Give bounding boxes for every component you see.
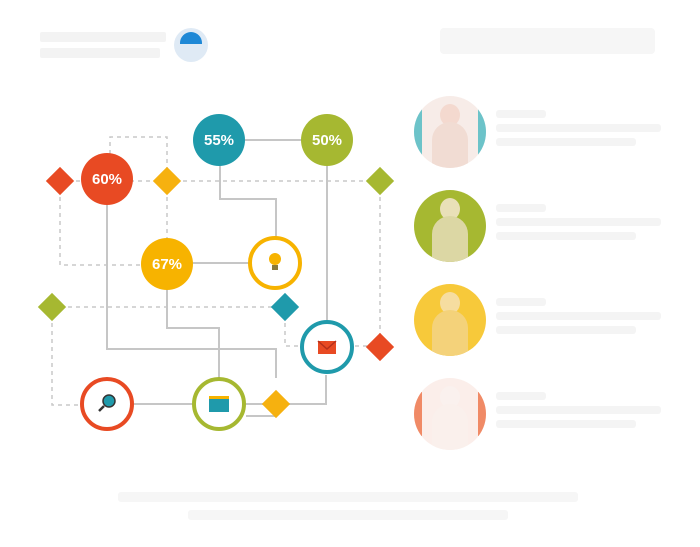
person-1-description (496, 110, 661, 152)
node-50-label: 50% (312, 132, 342, 149)
person-1-accent (478, 106, 486, 158)
person-body (432, 122, 468, 168)
person-4-accent (414, 392, 422, 436)
node-55: 55% (193, 114, 245, 166)
person-4-avatar (414, 378, 486, 450)
node-50: 50% (301, 114, 353, 166)
logo-icon (174, 28, 208, 62)
header-logo-text (40, 30, 170, 60)
person-body (432, 310, 468, 356)
person-head (440, 198, 460, 220)
calendar-node (192, 377, 246, 431)
person-1-avatar (414, 96, 486, 168)
logo-text-line (40, 48, 160, 58)
magnifier-icon (98, 394, 116, 412)
person-body (432, 216, 468, 262)
envelope-node (300, 320, 354, 374)
node-60-label: 60% (92, 171, 122, 188)
logo-text-line (40, 32, 166, 42)
diamond-red (45, 166, 75, 196)
envelope-icon (317, 340, 337, 354)
node-67: 67% (141, 238, 193, 290)
magnifier-node (80, 377, 134, 431)
lightbulb-icon (269, 253, 281, 270)
person-1-accent (414, 106, 422, 158)
solid-connectors (106, 139, 328, 417)
diamond-teal (270, 292, 300, 322)
person-head (440, 292, 460, 314)
person-4-description (496, 392, 661, 434)
diamond-yellow (261, 389, 291, 419)
person-body (432, 404, 468, 450)
person-2-avatar (414, 190, 486, 262)
person-4-accent (478, 392, 486, 436)
person-3-description (496, 298, 661, 340)
diamond-olive (365, 166, 395, 196)
person-2-description (496, 204, 661, 246)
node-67-label: 67% (152, 256, 182, 273)
person-head (440, 386, 460, 408)
node-60: 60% (81, 153, 133, 205)
diamond-olive (37, 292, 67, 322)
diamond-yellow (152, 166, 182, 196)
page-title-placeholder (440, 28, 655, 54)
lightbulb-node (248, 236, 302, 290)
node-55-label: 55% (204, 132, 234, 149)
person-3-avatar (414, 284, 486, 356)
diamond-red (365, 332, 395, 362)
footer-text (118, 492, 578, 528)
calendar-icon (209, 396, 229, 412)
person-head (440, 104, 460, 126)
